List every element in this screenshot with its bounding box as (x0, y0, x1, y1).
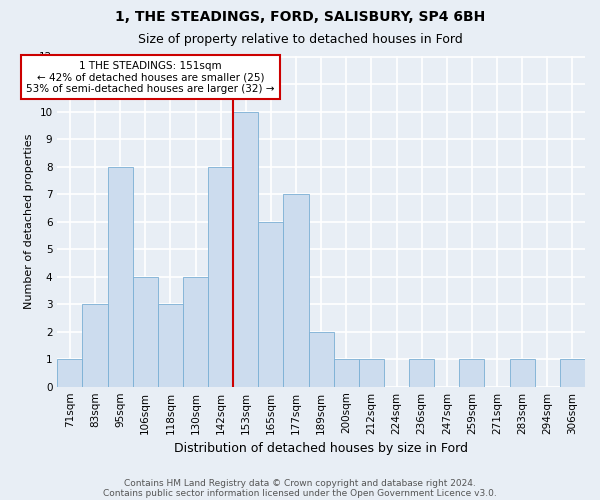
Bar (334, 359, 359, 386)
Bar (409, 359, 434, 386)
Text: Contains public sector information licensed under the Open Government Licence v3: Contains public sector information licen… (103, 488, 497, 498)
Bar (283, 194, 308, 386)
Bar (259, 222, 283, 386)
Text: 1 THE STEADINGS: 151sqm
← 42% of detached houses are smaller (25)
53% of semi-de: 1 THE STEADINGS: 151sqm ← 42% of detache… (26, 60, 275, 94)
X-axis label: Distribution of detached houses by size in Ford: Distribution of detached houses by size … (174, 442, 468, 455)
Text: Size of property relative to detached houses in Ford: Size of property relative to detached ho… (137, 32, 463, 46)
Bar (183, 276, 208, 386)
Bar (82, 304, 107, 386)
Text: Contains HM Land Registry data © Crown copyright and database right 2024.: Contains HM Land Registry data © Crown c… (124, 478, 476, 488)
Bar (107, 166, 133, 386)
Bar (133, 276, 158, 386)
Bar (58, 359, 82, 386)
Y-axis label: Number of detached properties: Number of detached properties (23, 134, 34, 310)
Bar (359, 359, 384, 386)
Bar (208, 166, 233, 386)
Bar (308, 332, 334, 386)
Bar (158, 304, 183, 386)
Text: 1, THE STEADINGS, FORD, SALISBURY, SP4 6BH: 1, THE STEADINGS, FORD, SALISBURY, SP4 6… (115, 10, 485, 24)
Bar (460, 359, 484, 386)
Bar (560, 359, 585, 386)
Bar (509, 359, 535, 386)
Bar (233, 112, 259, 386)
